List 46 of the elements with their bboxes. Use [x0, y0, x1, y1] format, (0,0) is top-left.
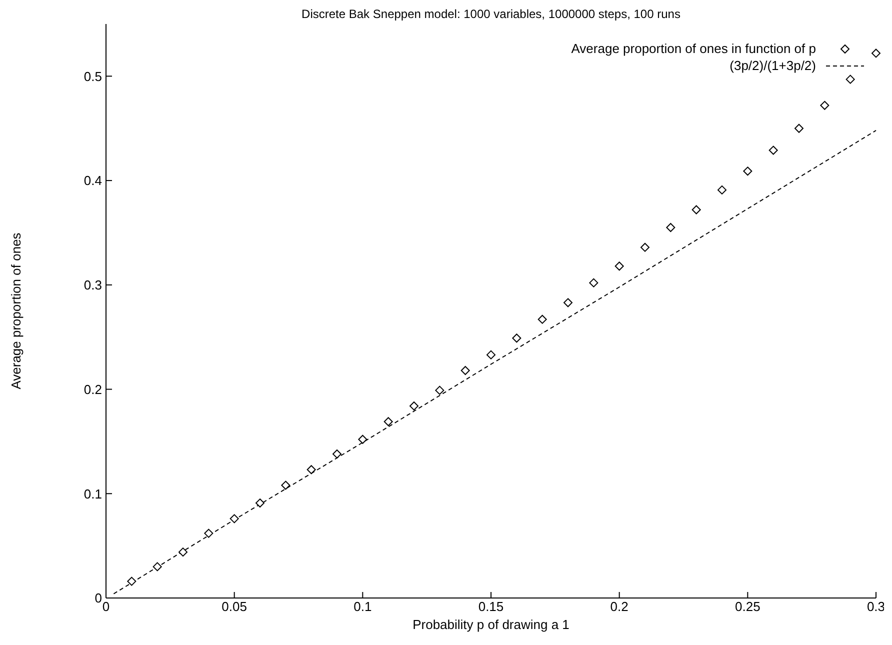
point	[460, 366, 470, 375]
point	[872, 48, 880, 58]
point	[512, 334, 522, 343]
point	[204, 528, 214, 538]
point	[306, 465, 316, 474]
x-tick-label: 0.25	[735, 599, 760, 614]
point	[281, 480, 290, 490]
y-axis-title: Average proportion of ones	[8, 232, 24, 390]
legend-label: Average proportion of ones in function of p	[571, 40, 816, 57]
point	[538, 314, 547, 324]
point	[743, 166, 752, 176]
chart-title: Discrete Bak Sneppen model: 1000 variables, 1000000 steps, 100 runs	[302, 7, 680, 21]
point	[127, 576, 136, 586]
point	[692, 205, 701, 214]
y-tick-label: 0.5	[84, 68, 102, 84]
y-tick-label: 0.4	[84, 173, 102, 188]
point	[178, 548, 188, 557]
point	[256, 498, 264, 508]
x-tick-label: 0.05	[222, 599, 247, 614]
point	[640, 242, 650, 252]
point	[820, 100, 830, 110]
point	[486, 350, 496, 360]
x-tick-label: 0.2	[610, 599, 628, 614]
y-tick-label: 0.1	[84, 486, 102, 502]
y-tick-label: 0.2	[84, 382, 102, 397]
point	[846, 74, 855, 84]
point	[384, 417, 393, 426]
point	[564, 298, 572, 308]
point	[358, 434, 368, 444]
point	[768, 146, 778, 155]
point	[794, 124, 804, 133]
x-axis-title: Probability p of drawing a 1	[412, 617, 570, 632]
point	[410, 401, 418, 410]
line-series	[113, 130, 876, 594]
x-tick-label: 0.1	[354, 599, 372, 614]
x-tick-label: 0.15	[478, 599, 504, 614]
point	[614, 262, 624, 271]
point	[718, 185, 726, 194]
y-tick-label: 0.3	[84, 278, 102, 293]
point	[589, 278, 598, 288]
point	[666, 223, 676, 232]
legend-label: (3p/2)/(1+3p/2)	[730, 57, 816, 74]
point	[435, 386, 444, 395]
point	[152, 562, 162, 572]
point	[332, 449, 342, 458]
point	[230, 514, 239, 524]
